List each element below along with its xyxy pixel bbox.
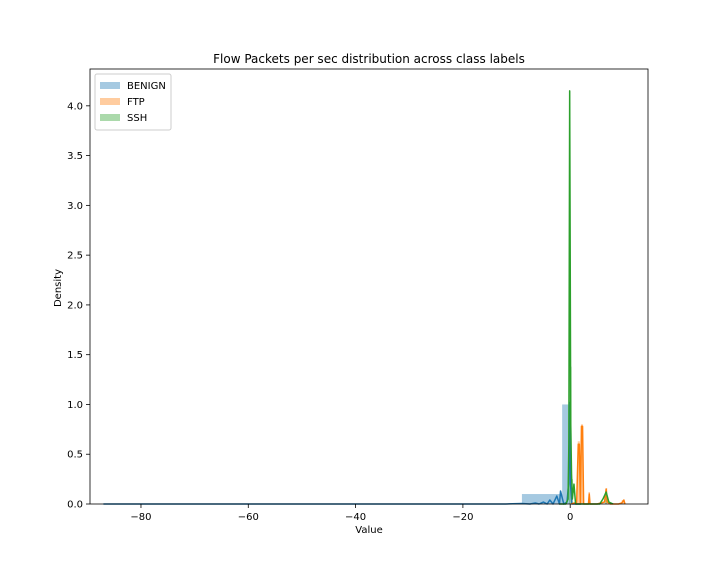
legend-swatch-ftp bbox=[100, 98, 120, 105]
ssh-hist-bar bbox=[605, 494, 607, 504]
ftp-hist-bar bbox=[577, 441, 580, 504]
legend-label-ftp: FTP bbox=[127, 97, 145, 108]
ssh-kde-line bbox=[559, 90, 614, 505]
y-tick-label: 2.0 bbox=[67, 300, 83, 311]
y-axis-label: Density bbox=[53, 269, 64, 307]
x-tick-label: −40 bbox=[345, 512, 366, 523]
x-tick-label: 0 bbox=[567, 512, 573, 523]
axes: −80 −60 −40 −20 0 0.0 0.5 1.0 1.5 2.0 2.5 3.0 3.5 4.0 bbox=[67, 68, 649, 523]
y-tick-label: 0.5 bbox=[67, 450, 83, 461]
y-tick-label: 4.0 bbox=[67, 101, 83, 112]
y-tick-label: 0.0 bbox=[67, 500, 83, 511]
ftp-hist-bar bbox=[580, 424, 584, 504]
chart-title: Flow Packets per sec distribution across… bbox=[213, 52, 525, 66]
x-tick-label: −60 bbox=[238, 512, 259, 523]
y-tick-label: 3.0 bbox=[67, 201, 83, 212]
x-tick-label: −80 bbox=[130, 512, 151, 523]
y-tick-label: 3.5 bbox=[67, 151, 83, 162]
plot-area bbox=[103, 90, 626, 505]
x-axis-label: Value bbox=[355, 525, 382, 536]
legend-label-ssh: SSH bbox=[127, 113, 147, 124]
axes-frame bbox=[89, 68, 649, 505]
legend: BENIGN FTP SSH bbox=[94, 73, 172, 131]
legend-swatch-ssh bbox=[100, 114, 120, 121]
benign-hist-bar bbox=[562, 404, 571, 504]
legend-swatch-benign bbox=[100, 82, 120, 89]
y-tick-label: 1.5 bbox=[67, 350, 83, 361]
y-tick-label: 1.0 bbox=[67, 400, 83, 411]
legend-box bbox=[94, 73, 172, 131]
legend-label-benign: BENIGN bbox=[127, 81, 166, 92]
x-tick-label: −20 bbox=[452, 512, 473, 523]
y-tick-label: 2.5 bbox=[67, 251, 83, 262]
benign-hist-bar bbox=[521, 494, 563, 504]
benign-kde-line bbox=[103, 401, 581, 505]
